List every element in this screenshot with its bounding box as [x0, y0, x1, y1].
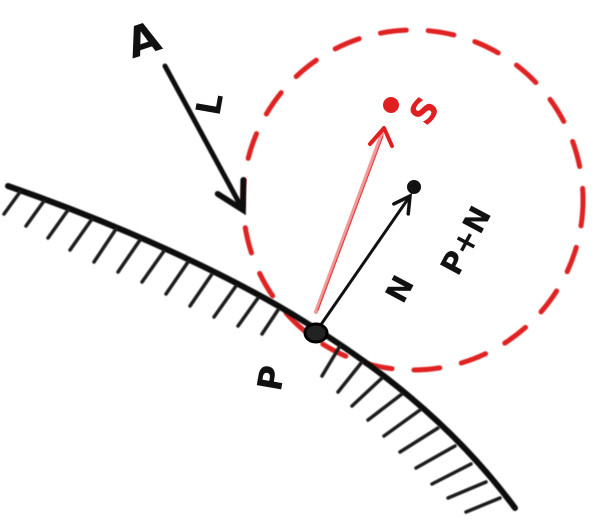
surface-curve [5, 183, 518, 511]
point-s-dot [383, 97, 399, 113]
point-p-dot [303, 322, 329, 344]
label-vector-l: L [189, 90, 232, 118]
label-point-a: A [120, 11, 167, 68]
point-p-plus-n-dot [407, 180, 421, 194]
label-point-p: P [250, 363, 294, 394]
unit-sphere-circle [240, 27, 586, 373]
label-vector-n: N [379, 270, 422, 309]
surface-hatching [2, 190, 502, 514]
label-point-p-plus-n: P+N [434, 201, 499, 281]
normal-vector-arrow [318, 196, 410, 328]
sample-vector-line [314, 132, 384, 314]
sample-vector-line-inner [317, 135, 384, 311]
sample-vector-arrowhead [368, 126, 394, 148]
label-point-s: S [402, 90, 449, 133]
light-vector-arrow [162, 63, 243, 210]
